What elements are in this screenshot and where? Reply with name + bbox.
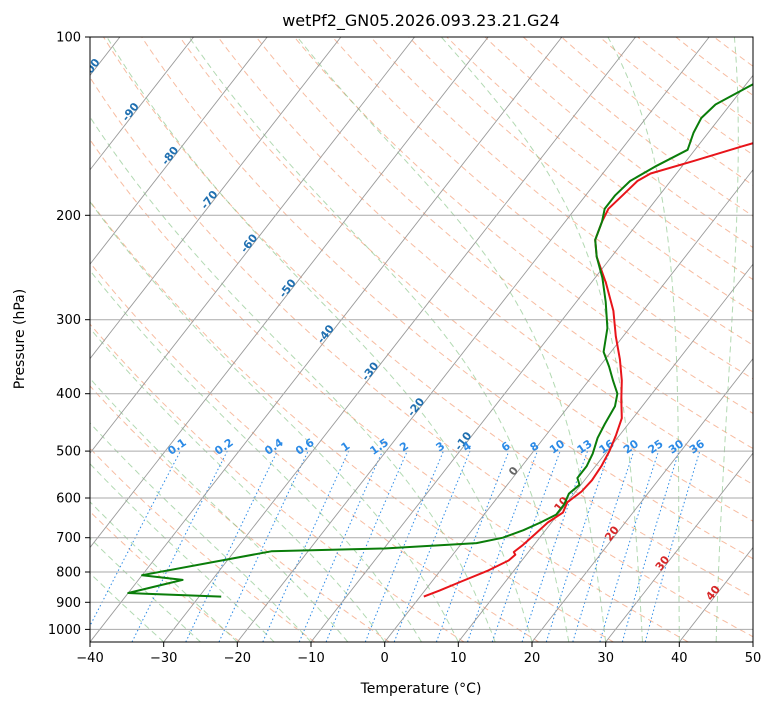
dry-adiabat-line <box>141 37 753 560</box>
dewpoint-profile <box>127 83 753 598</box>
x-tick-label: −20 <box>224 651 251 666</box>
isotherm-line <box>90 37 342 360</box>
moist-adiabat-line <box>90 269 422 642</box>
mixing-ratio-line <box>545 450 611 642</box>
isotherm-line <box>457 263 753 642</box>
mixing-ratio-line <box>262 450 350 642</box>
x-tick-label: −10 <box>297 651 324 666</box>
moist-adiabat-line <box>106 37 533 642</box>
moist-adiabat-line <box>90 422 312 642</box>
x-tick-label: −30 <box>150 651 177 666</box>
dry-adiabat-line <box>90 323 465 642</box>
isotherm-line <box>384 169 753 642</box>
dry-adiabat-line <box>90 385 390 642</box>
moist-adiabat-line <box>90 537 201 642</box>
moist-adiabat-line <box>296 37 607 642</box>
mixing-ratio-line <box>572 450 635 642</box>
y-axis: 100 200 300 400 500 600 700 800 900 1000 <box>48 31 90 638</box>
x-tick-label: 40 <box>671 651 688 666</box>
y-tick-label: 900 <box>56 596 81 611</box>
y-tick-label: 400 <box>56 387 81 402</box>
moist-adiabat-line <box>90 200 459 642</box>
mixing-ratio-line <box>599 450 659 642</box>
mixing-ratio-line <box>364 450 444 642</box>
isotherm-line <box>310 74 753 642</box>
mixing-ratio-line <box>435 450 510 642</box>
isotherm-line <box>90 37 563 642</box>
isotherms <box>90 37 753 642</box>
x-tick-label: 10 <box>450 651 467 666</box>
dry-adiabat-line <box>217 37 753 486</box>
dewpoint-line <box>127 83 753 598</box>
x-tick-label: 0 <box>381 651 389 666</box>
y-axis-title: Pressure (hPa) <box>12 289 28 389</box>
chart-title: wetPf2_GN05.2026.093.23.21.G24 <box>282 11 560 31</box>
x-axis: −40 −30 −20 −10 0 10 20 30 40 50 <box>76 642 761 666</box>
moist-adiabats <box>90 37 739 642</box>
dry-adiabat-line <box>90 76 753 638</box>
y-tick-label: 800 <box>56 566 81 581</box>
temperature-line <box>423 142 753 598</box>
isotherm-line <box>90 37 489 549</box>
moist-adiabat-line <box>90 116 496 642</box>
isotherm-line <box>531 357 753 642</box>
y-tick-label: 100 <box>56 31 81 46</box>
isotherm-line <box>90 37 194 171</box>
dry-adiabat-line <box>90 138 689 642</box>
isotherm-line <box>90 37 415 454</box>
dry-adiabat-line <box>369 37 753 346</box>
moist-adiabat-line <box>607 37 680 642</box>
dry-adiabat-line <box>179 37 753 522</box>
x-axis-title: Temperature (°C) <box>360 681 482 697</box>
moist-adiabat-line <box>440 37 643 642</box>
y-tick-label: 600 <box>56 492 81 507</box>
mixing-ratio-line <box>298 450 383 642</box>
dry-adiabat-line <box>446 37 753 281</box>
isotherm-line <box>163 37 636 642</box>
x-tick-label: 20 <box>524 651 541 666</box>
isotherm-line <box>236 37 710 642</box>
dry-adiabat-line <box>408 37 753 313</box>
x-tick-label: 50 <box>745 651 762 666</box>
moist-adiabat-line <box>188 37 570 642</box>
isotherm-line <box>90 37 268 265</box>
dry-adiabat-line <box>90 447 315 642</box>
dry-adiabat-line <box>90 261 540 642</box>
plot-area <box>90 37 753 642</box>
y-tick-label: 700 <box>56 531 81 546</box>
moist-adiabat-line <box>90 327 386 642</box>
x-tick-label: 30 <box>597 651 614 666</box>
moist-adiabat-line <box>90 463 275 642</box>
temperature-profile <box>423 142 753 598</box>
isobars <box>90 37 753 630</box>
y-tick-label: 500 <box>56 445 81 460</box>
y-tick-label: 1000 <box>48 623 81 638</box>
y-tick-label: 200 <box>56 209 81 224</box>
x-tick-label: −40 <box>76 651 103 666</box>
moist-adiabat-line <box>715 37 739 642</box>
y-tick-label: 300 <box>56 313 81 328</box>
mixing-ratio-line <box>491 450 561 642</box>
moist-adiabat-line <box>90 501 238 642</box>
isotherm-line <box>605 452 753 642</box>
mixing-ratio-line <box>325 450 408 642</box>
dry-adiabat-line <box>90 200 614 642</box>
mixing-ratio-line <box>467 450 538 642</box>
mixing-ratio-line <box>621 450 680 642</box>
moist-adiabat-line <box>90 572 165 642</box>
mixing-ratio-line <box>521 450 588 642</box>
plot-frame <box>89 36 754 643</box>
